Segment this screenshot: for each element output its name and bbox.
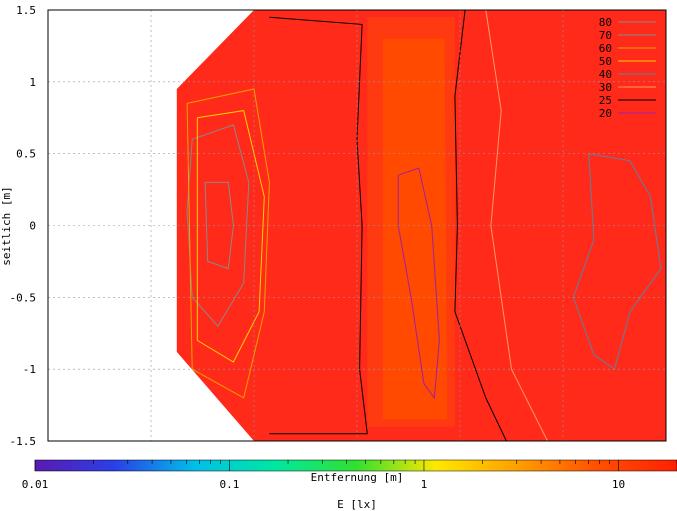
contour-lines bbox=[186, 9, 662, 442]
y-tick-label: -1 bbox=[23, 363, 36, 376]
contour-30 bbox=[485, 9, 548, 442]
grid-lines bbox=[48, 10, 666, 441]
y-axis-title: seitlich [m] bbox=[0, 186, 13, 265]
x-axis-title: Entfernung [m] bbox=[311, 471, 404, 484]
illuminance-field bbox=[176, 10, 667, 441]
y-ticks: 1.5 1 0.5 0 -0.5 -1 -1.5 bbox=[10, 4, 37, 448]
contour-25 bbox=[269, 16, 368, 435]
legend-label-30: 30 bbox=[599, 81, 612, 94]
colorbar-tick-label: 0.1 bbox=[220, 478, 240, 491]
colorbar-gradient bbox=[34, 459, 677, 472]
contour-20 bbox=[397, 167, 440, 400]
colorbar: 0.01 0.1 1 10 bbox=[22, 459, 677, 491]
legend-label-60: 60 bbox=[599, 42, 612, 55]
contour-40 bbox=[572, 153, 662, 371]
plot-frame bbox=[47, 9, 667, 442]
contour-80 bbox=[186, 124, 250, 327]
y-tick-label: -1.5 bbox=[10, 435, 37, 448]
contour-60 bbox=[186, 88, 270, 399]
colorbar-tick-label: 10 bbox=[612, 478, 625, 491]
contour-25-branch bbox=[454, 9, 507, 442]
legend-label-50: 50 bbox=[599, 55, 612, 68]
y-tick-label: 0 bbox=[29, 220, 36, 233]
y-tick-label: 1.5 bbox=[16, 4, 36, 17]
y-tick-label: -0.5 bbox=[10, 291, 37, 304]
field-inner-band bbox=[382, 38, 448, 420]
legend-label-70: 70 bbox=[599, 29, 612, 42]
legend-label-80: 80 bbox=[599, 16, 612, 29]
colorbar-title: E [lx] bbox=[337, 498, 377, 511]
legend-label-25: 25 bbox=[599, 94, 612, 107]
colorbar-tick-label: 1 bbox=[421, 478, 428, 491]
colorbar-tick-label: 0.01 bbox=[22, 478, 49, 491]
legend-label-40: 40 bbox=[599, 68, 612, 81]
y-tick-label: 0.5 bbox=[16, 148, 36, 161]
contour-70 bbox=[204, 181, 234, 270]
contour-50 bbox=[196, 110, 265, 363]
legend-label-20: 20 bbox=[599, 107, 612, 120]
y-tick-label: 1 bbox=[29, 76, 36, 89]
